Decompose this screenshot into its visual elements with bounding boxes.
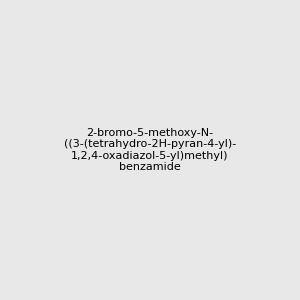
Text: 2-bromo-5-methoxy-N-
((3-(tetrahydro-2H-pyran-4-yl)-
1,2,4-oxadiazol-5-yl)methyl: 2-bromo-5-methoxy-N- ((3-(tetrahydro-2H-…: [64, 128, 236, 172]
